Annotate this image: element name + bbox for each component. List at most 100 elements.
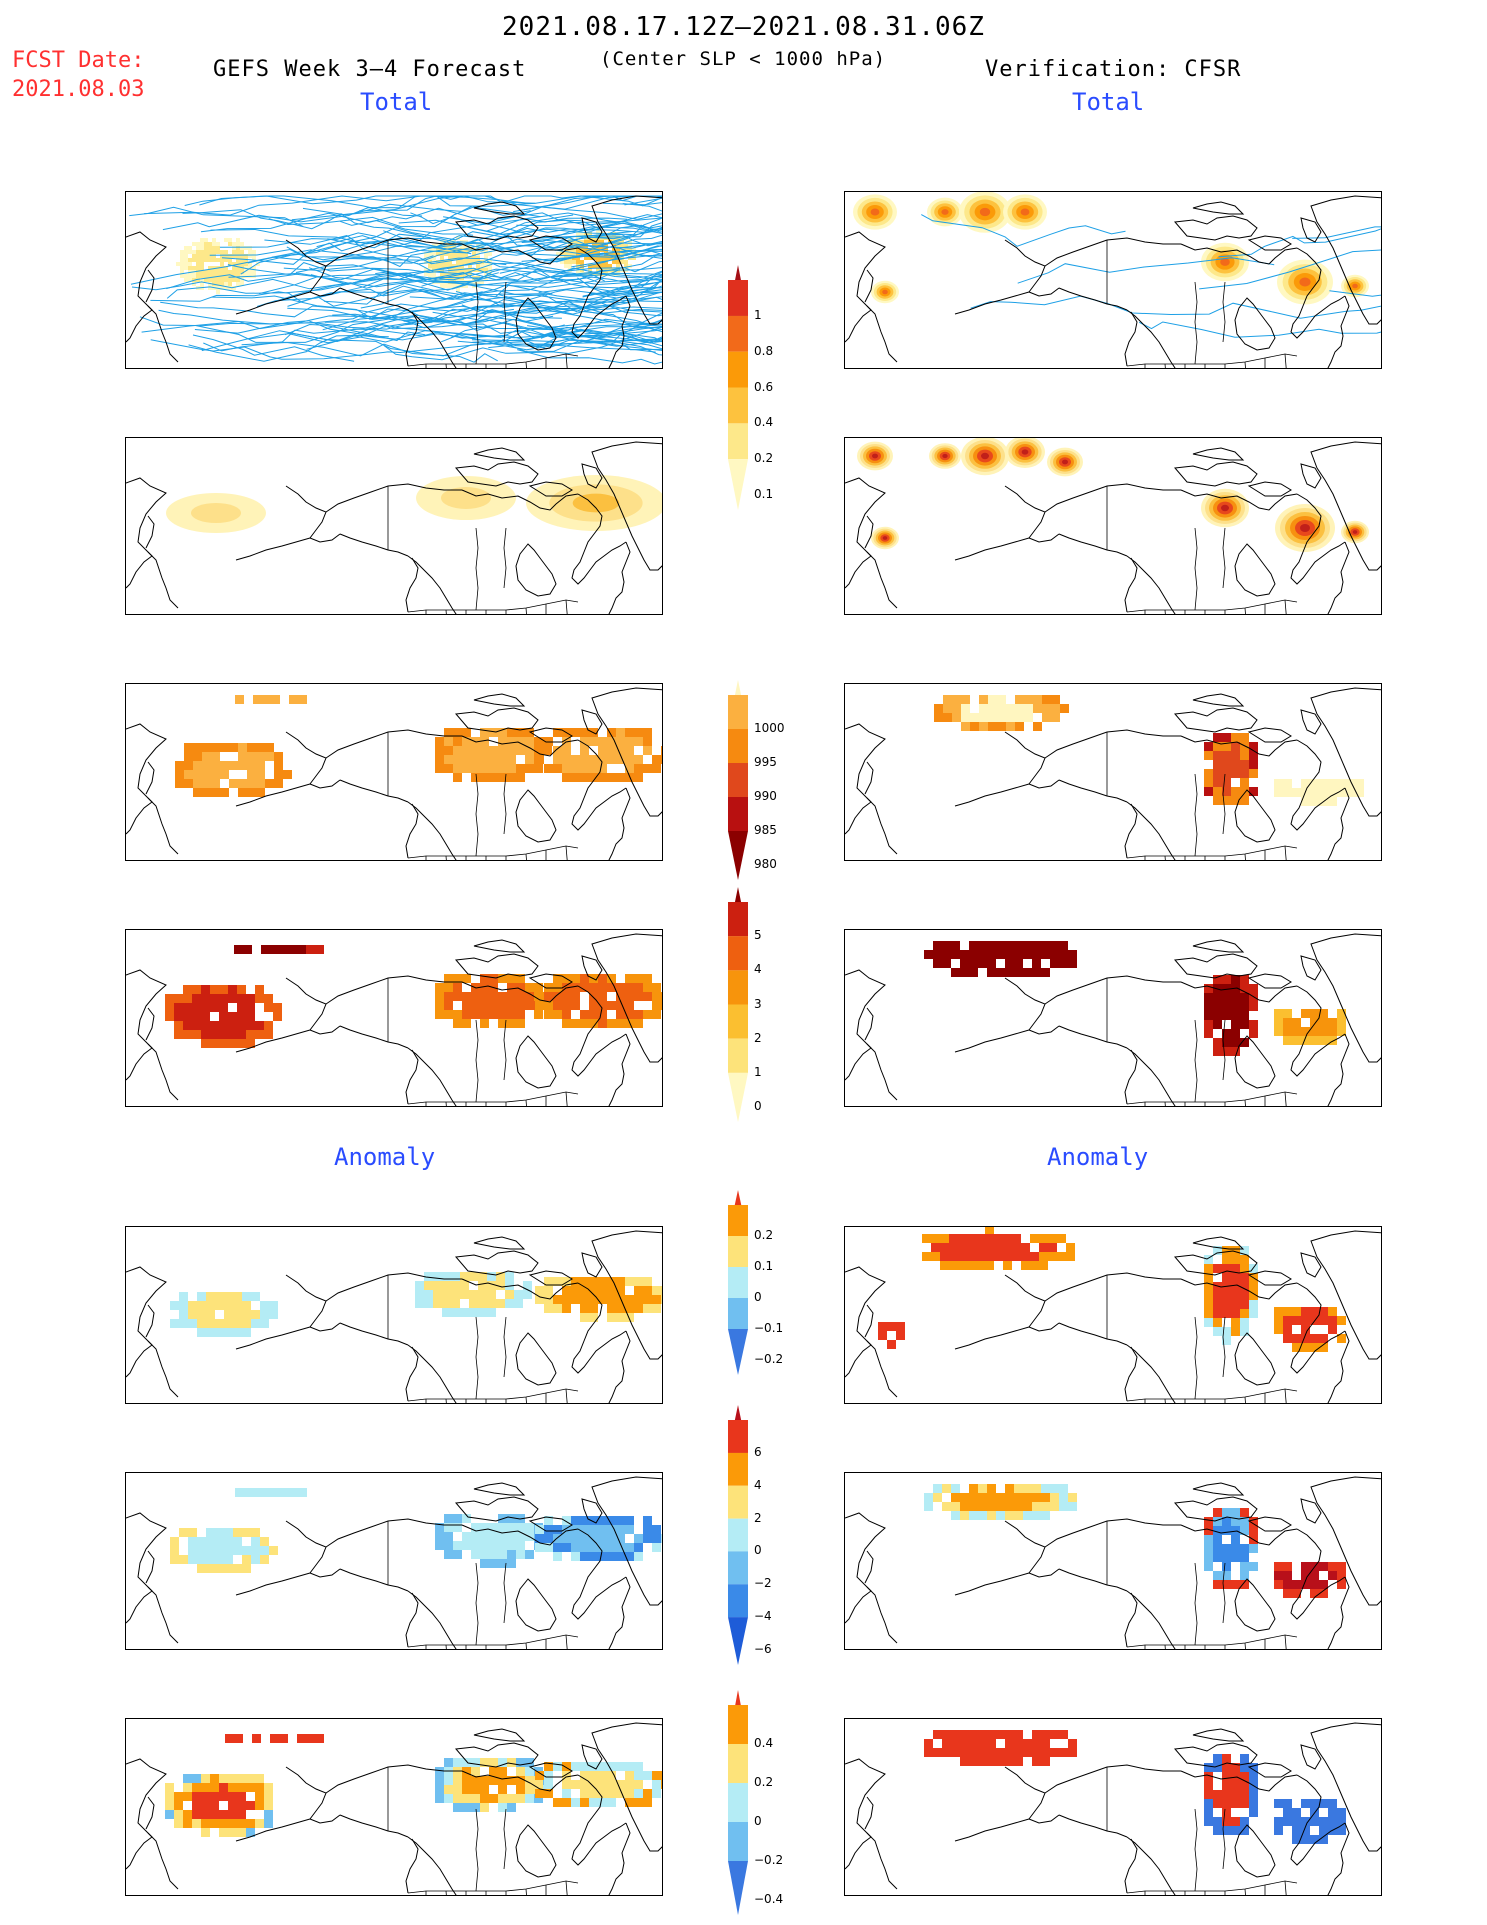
colorbar-label: 1000 (754, 721, 785, 735)
colorbar-swatch (728, 1329, 748, 1375)
colorbar-swatch (728, 315, 748, 352)
forecast-density-anom-map (125, 1226, 663, 1404)
colorbar-swatch (728, 1861, 748, 1915)
shading-cells (1274, 779, 1364, 806)
colorbar-label: −0.1 (754, 1321, 784, 1335)
shading-cells (1274, 1562, 1346, 1598)
colorbar-label: 0 (754, 1814, 762, 1828)
shading-cells (535, 1762, 662, 1807)
verification-density-anom-map (844, 1226, 1382, 1404)
colorbar-swatch (728, 1705, 748, 1744)
colorbar-label: 6 (754, 1444, 762, 1459)
forecast-intensity-anom-map (125, 1472, 663, 1650)
colorbar-swatch (728, 1744, 748, 1783)
colorbar-label: 0.1 (754, 487, 774, 501)
colorbar-duration: 5 4 3 2 1 0 (718, 887, 808, 1122)
colorbar-label: 0.2 (754, 451, 774, 466)
colorbar-label: 0.2 (754, 1775, 774, 1789)
colorbar-swatch (728, 1452, 748, 1486)
shading-cells (1204, 1246, 1258, 1345)
shading-cells (165, 1774, 273, 1837)
colorbar-label: 0.1 (754, 1259, 774, 1273)
colorbar-label: −0.4 (754, 1892, 784, 1906)
colorbar-swatch (728, 1551, 748, 1585)
colorbar-label: 3 (754, 996, 762, 1011)
shading-cells (878, 1322, 905, 1349)
colorbar-label: 2 (754, 1510, 762, 1525)
colorbar-swatch (728, 695, 748, 729)
verification-track-map (844, 191, 1382, 369)
shading-cells (415, 1272, 532, 1317)
colorbar-swatch (728, 1038, 748, 1073)
shading-cells (235, 1488, 307, 1497)
colorbar-label: 0.4 (754, 415, 774, 430)
shading-cells (170, 1528, 278, 1573)
storm-track-lines (129, 195, 662, 365)
colorbar-swatch (728, 1822, 748, 1861)
verification-intensity-anom-map (844, 1472, 1382, 1650)
colorbar-swatch (728, 1617, 748, 1665)
colorbar-swatch (728, 1783, 748, 1822)
colorbar-density: 1 0.8 0.6 0.4 0.2 0.1 (718, 265, 808, 510)
colorbar-density-anom: 0.2 0.1 0 −0.1 −0.2 (718, 1190, 808, 1375)
colorbar-swatch (728, 902, 748, 937)
forecast-track-map (125, 191, 663, 369)
shading-cells (1204, 1508, 1258, 1589)
shading-cells (535, 728, 662, 782)
colorbar-label: 0.2 (754, 1228, 774, 1242)
colorbar-swatch (728, 1004, 748, 1039)
shading-cells (924, 1730, 1077, 1766)
colorbar-label: 985 (754, 823, 777, 837)
colorbar-label: −4 (754, 1609, 772, 1624)
right-total-label: Total (1072, 88, 1145, 116)
shading-cells (175, 743, 292, 797)
forecast-intensity-map (125, 683, 663, 861)
colorbar-label: 0.8 (754, 343, 774, 358)
colorbar-swatch (728, 729, 748, 763)
colorbar-label: 0 (754, 1543, 762, 1558)
slp-criterion: (Center SLP < 1000 hPa) (600, 48, 887, 70)
fcst-date-value: 2021.08.03 (12, 77, 145, 102)
left-total-label: Total (360, 88, 433, 116)
colorbar-swatch (728, 1072, 748, 1122)
colorbar-swatch (728, 459, 748, 510)
colorbar-label: −2 (754, 1576, 772, 1591)
colorbar-swatch (728, 1584, 748, 1618)
colorbar-swatch (728, 1298, 748, 1329)
shading-cells (234, 945, 324, 954)
colorbar-swatch (728, 280, 748, 316)
colorbar-swatch (728, 387, 748, 424)
fcst-date-label: FCST Date: (12, 48, 145, 73)
forecast-duration-map (125, 929, 663, 1107)
colorbar-label: 980 (754, 857, 777, 871)
colorbar-label: 5 (754, 928, 762, 943)
colorbar-swatch (728, 1236, 748, 1267)
colorbar-swatch (728, 831, 748, 880)
colorbar-label: 4 (754, 1477, 762, 1492)
shading-cells (165, 985, 282, 1048)
colorbar-swatch (728, 936, 748, 971)
colorbar-label: 0 (754, 1099, 762, 1113)
shading-cells (1274, 1009, 1346, 1045)
shading-cells (924, 941, 1077, 977)
forecast-density-map (125, 437, 663, 615)
left-anomaly-label: Anomaly (334, 1143, 436, 1171)
shading-cells (535, 1516, 662, 1561)
colorbar-swatch (728, 1205, 748, 1236)
shading-cells (170, 1292, 278, 1337)
shading-cells (535, 1277, 662, 1322)
colorbar-swatch (728, 1420, 748, 1453)
shading-cells (1204, 1754, 1258, 1835)
colorbar-label: −0.2 (754, 1352, 784, 1366)
period-title: 2021.08.17.12Z–2021.08.31.06Z (502, 12, 985, 42)
colorbar-label: 4 (754, 962, 762, 977)
colorbar-label: 0.4 (754, 1736, 774, 1750)
colorbar-duration-anom: 0.4 0.2 0 −0.2 −0.4 (718, 1690, 808, 1915)
colorbar-swatch (728, 351, 748, 388)
shading-cells (176, 238, 260, 294)
colorbar-label: 1 (754, 1064, 762, 1079)
colorbar-intensity: 1000 995 990 985 980 (718, 680, 808, 880)
verification-density-map (844, 437, 1382, 615)
shading-cells (934, 695, 1069, 731)
shading-cells (235, 695, 307, 704)
